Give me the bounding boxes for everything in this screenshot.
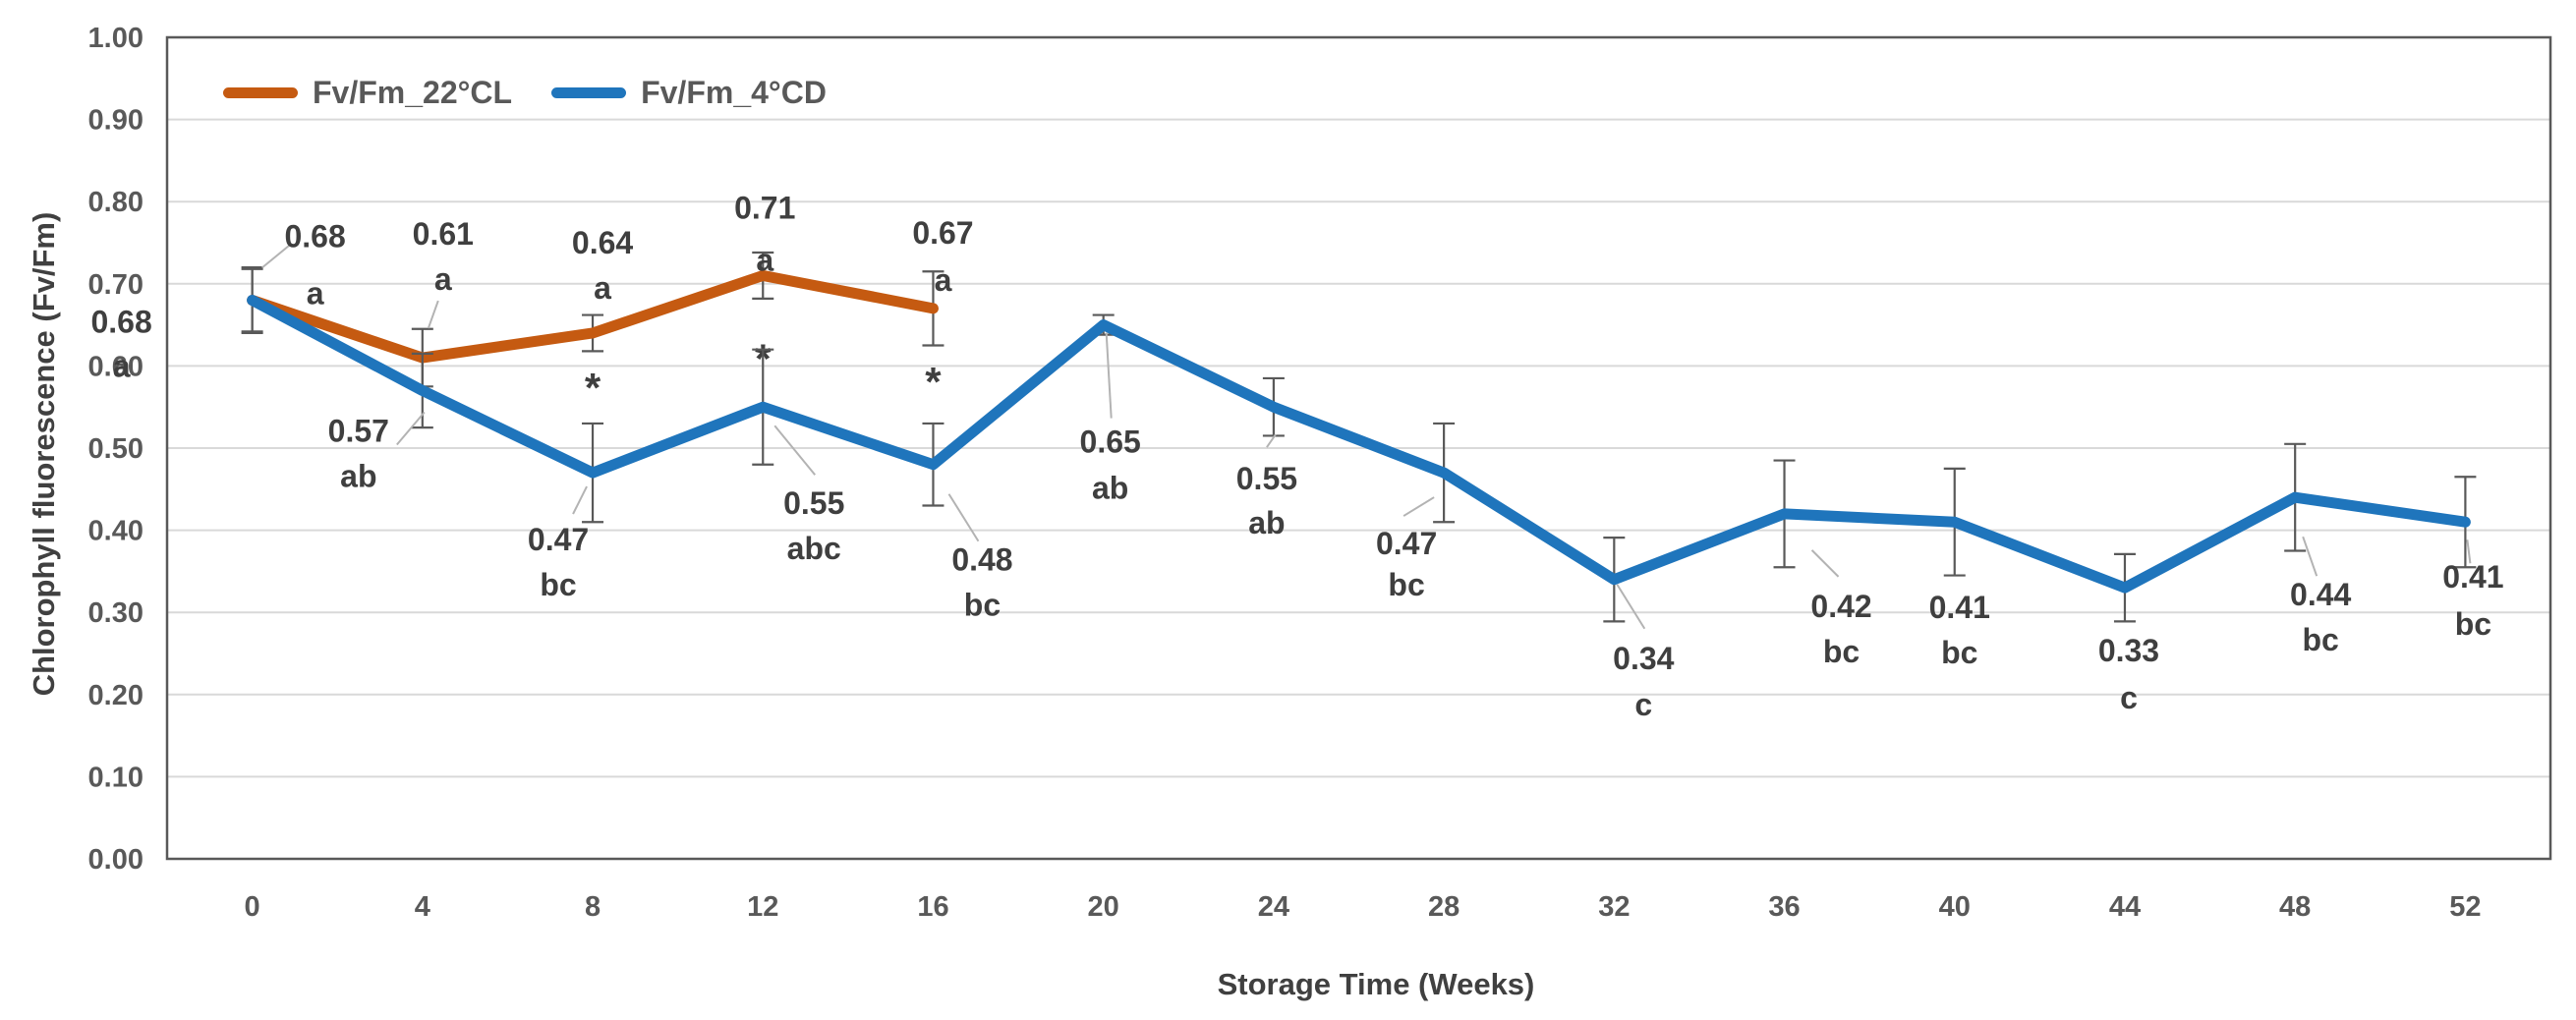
data-label-value: 0.47 [1376, 526, 1437, 561]
data-label-letters: a [935, 262, 952, 298]
data-label-value: 0.67 [912, 215, 973, 251]
label-leader-line [947, 493, 980, 542]
y-tick-label: 1.00 [88, 23, 143, 54]
legend-label-4cd: Fv/Fm_4°CD [641, 75, 827, 110]
data-label-letters: bc [964, 588, 1001, 623]
data-label-letters: c [1634, 687, 1652, 722]
significance-star: * [585, 365, 601, 411]
data-label-letters: a [307, 276, 324, 312]
label-leader-line [1810, 549, 1840, 578]
data-label-value: 0.48 [951, 542, 1012, 578]
label-leader-line [1616, 584, 1646, 630]
data-label-letters: a [113, 349, 131, 384]
y-tick-label: 0.60 [88, 351, 143, 382]
x-tick-label: 4 [415, 891, 430, 923]
data-label-letters: ab [1248, 505, 1285, 540]
label-leader-line [1105, 332, 1113, 419]
label-leader-line [2302, 536, 2318, 577]
x-tick-label: 28 [1428, 891, 1460, 923]
x-tick-label: 48 [2279, 891, 2311, 923]
y-tick-label: 0.00 [88, 844, 143, 876]
label-leader-line [773, 425, 817, 476]
data-label-value: 0.68 [90, 305, 151, 340]
legend-item-4cd: Fv/Fm_4°CD [551, 75, 827, 111]
data-label-letters: bc [1823, 634, 1860, 669]
label-leader-line [427, 300, 439, 329]
data-label-value: 0.68 [284, 219, 345, 255]
legend-item-22cl: Fv/Fm_22°CL [223, 75, 512, 111]
data-label-value: 0.47 [528, 522, 589, 557]
data-label-value: 0.61 [413, 216, 474, 252]
data-label-value: 0.55 [783, 485, 844, 521]
x-tick-label: 16 [917, 891, 948, 923]
data-label-letters: bc [2303, 622, 2339, 657]
y-tick-label: 0.70 [88, 269, 143, 301]
x-tick-label: 0 [245, 891, 260, 923]
y-tick-label: 0.20 [88, 680, 143, 711]
y-tick-label: 0.80 [88, 187, 143, 218]
x-tick-label: 36 [1768, 891, 1800, 923]
legend: Fv/Fm_22°CL Fv/Fm_4°CD [223, 75, 827, 111]
legend-label-22cl: Fv/Fm_22°CL [313, 75, 513, 110]
data-label-value: 0.44 [2290, 577, 2351, 612]
y-axis-title: Chlorophyll fluorescence (Fv/Fm) [27, 211, 61, 697]
gridlines [167, 118, 2550, 778]
data-label-letters: ab [340, 458, 376, 493]
data-label-letters: ab [1092, 471, 1128, 506]
plot-border [165, 35, 2552, 861]
x-tick-label: 40 [1939, 891, 1971, 923]
legend-swatch-4cd [551, 87, 627, 98]
series-line-fvfm-4cd [247, 295, 2471, 594]
data-label-value: 0.64 [572, 225, 633, 260]
x-tick-label: 32 [1598, 891, 1630, 923]
label-leader-line [2466, 539, 2472, 564]
data-label-letters: a [434, 261, 452, 297]
data-label-value: 0.34 [1613, 641, 1674, 676]
data-label-letters: abc [787, 531, 841, 566]
y-tick-label: 0.10 [88, 762, 143, 793]
x-axis-tick-labels: 0 4 8 12 16 20 24 28 32 36 40 44 48 52 [245, 891, 2482, 923]
series-line-fvfm-22cl [247, 269, 939, 364]
data-label-letters: bc [1388, 567, 1424, 602]
x-tick-label: 8 [585, 891, 601, 923]
label-leader-line [1402, 496, 1435, 517]
data-label-letters: bc [540, 567, 576, 602]
x-tick-label: 12 [747, 891, 778, 923]
y-tick-label: 0.90 [88, 105, 143, 137]
data-label-letters: a [594, 270, 611, 306]
x-axis-title: Storage Time (Weeks) [1217, 967, 1535, 1001]
data-label-value: 0.41 [2442, 559, 2503, 595]
label-leader-line [572, 485, 588, 515]
data-label-letters: bc [1941, 635, 1977, 670]
x-tick-label: 52 [2449, 891, 2481, 923]
legend-swatch-22cl [223, 87, 298, 98]
y-tick-label: 0.30 [88, 597, 143, 629]
x-tick-label: 20 [1088, 891, 1119, 923]
data-label-letters: a [756, 242, 773, 277]
y-axis-tick-labels: 0.00 0.10 0.20 0.30 0.40 0.50 0.60 0.70 0.80 0.90… [88, 23, 143, 876]
data-label-letters: c [2120, 680, 2138, 715]
data-label-value: 0.71 [734, 190, 795, 225]
x-tick-label: 44 [2109, 891, 2141, 923]
data-label-value: 0.41 [1929, 590, 1990, 625]
data-label-value: 0.33 [2098, 633, 2159, 668]
label-leader-line [396, 411, 426, 446]
data-label-value: 0.57 [328, 413, 389, 448]
x-tick-label: 24 [1258, 891, 1289, 923]
label-leader-line [260, 244, 291, 269]
data-label-value: 0.42 [1810, 589, 1871, 624]
data-label-value: 0.55 [1236, 461, 1297, 496]
significance-star: * [925, 359, 942, 405]
y-tick-label: 0.50 [88, 433, 143, 465]
data-label-letters: bc [2455, 606, 2491, 642]
label-leader-line [1266, 433, 1277, 448]
y-tick-label: 0.40 [88, 516, 143, 547]
data-label-value: 0.65 [1080, 425, 1141, 460]
